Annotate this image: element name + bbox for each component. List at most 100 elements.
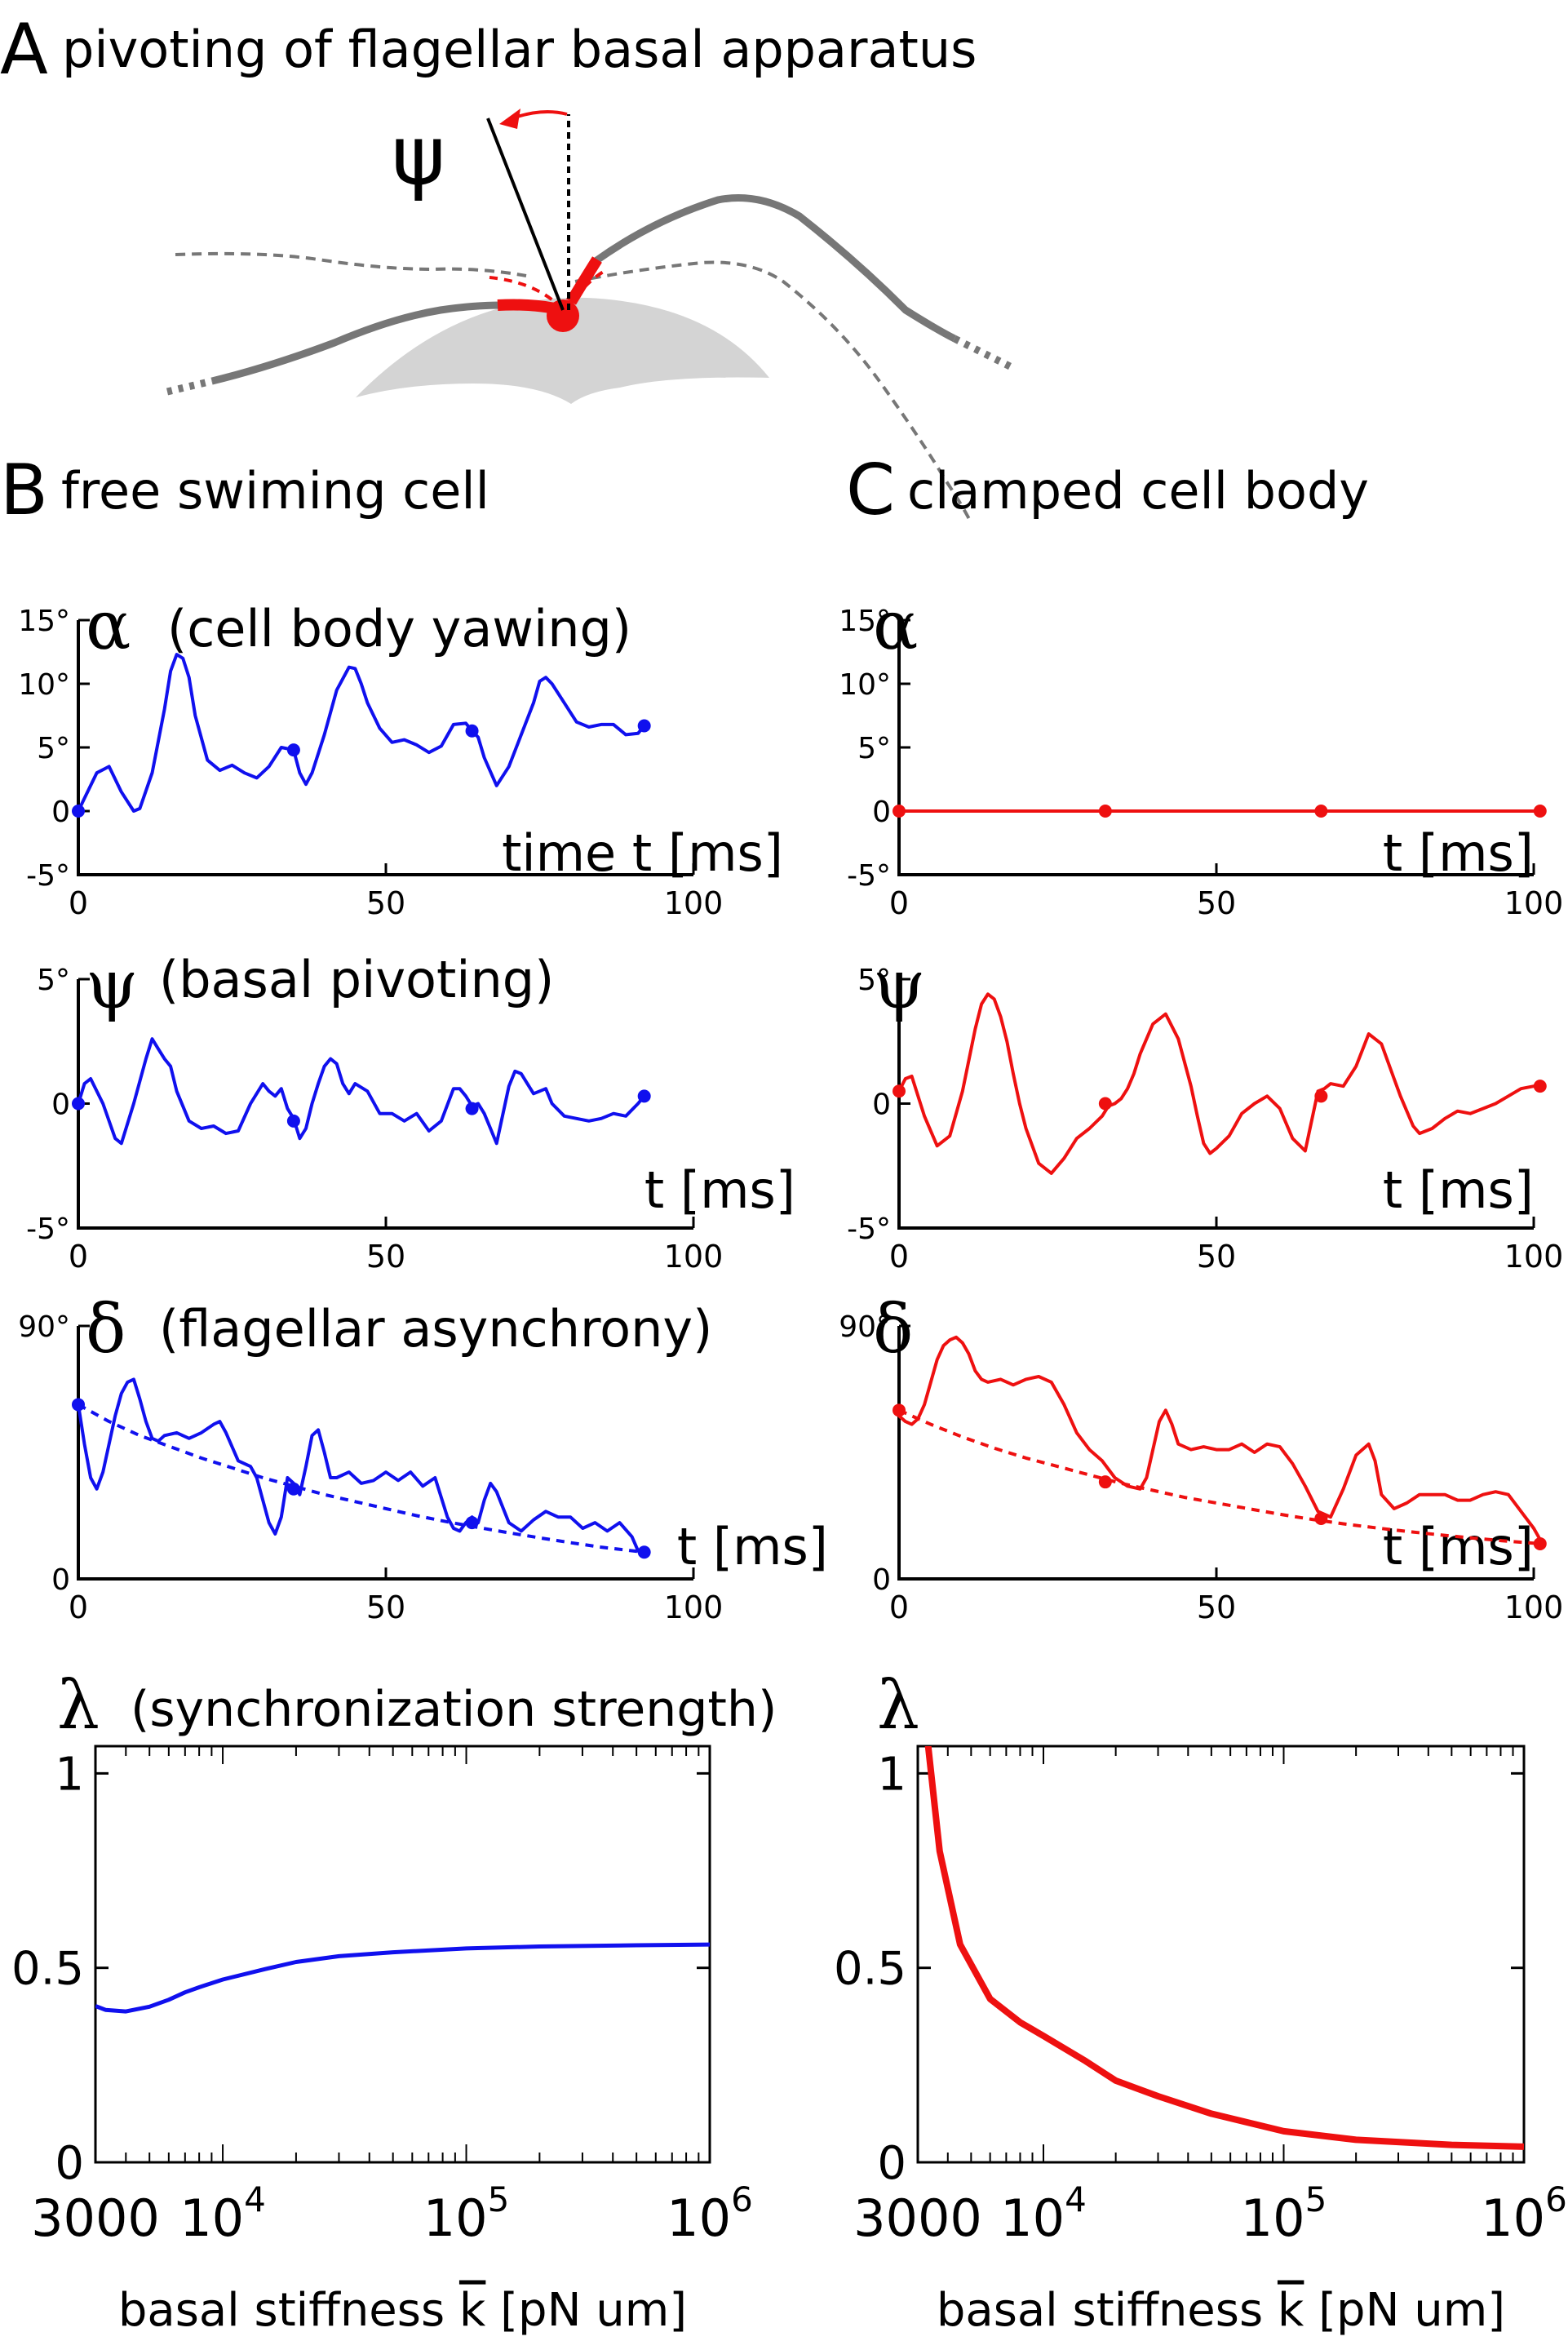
x-tick-label: 50 [366, 1239, 405, 1275]
x-tick-label: 0 [69, 885, 88, 921]
chart-symbol: λ [57, 1667, 100, 1745]
y-tick-label: 1 [55, 1748, 84, 1801]
x-axis-label-space [485, 2284, 500, 2337]
left-basal-red [497, 299, 556, 314]
y-tick-label: -5° [847, 1213, 891, 1246]
data-marker [1533, 1536, 1547, 1550]
x-axis-label: t [ms] [1383, 823, 1534, 883]
chart-symbol: δ [873, 1291, 913, 1368]
y-tick-label: 15° [18, 605, 70, 638]
y-tick-label: 5° [857, 964, 891, 997]
series-line-psi [77, 1037, 646, 1146]
series-line-lambda [95, 1942, 710, 2014]
data-marker [465, 724, 479, 738]
x-axis-label-symbol: k [1278, 2284, 1304, 2337]
y-tick-label: 0 [55, 2137, 84, 2190]
data-marker [72, 1097, 85, 1111]
data-marker [1098, 1097, 1112, 1111]
y-tick-label: -5° [26, 859, 70, 893]
x-tick-label: 0 [889, 1589, 909, 1625]
chart-alpha-free: 0 50 100-5°05°10°15° α (cell body yawing)tim… [18, 587, 783, 921]
y-tick-label: 0.5 [11, 1943, 84, 1996]
y-tick-label: 1 [877, 1748, 906, 1801]
right-flagellum-tip [952, 335, 1014, 371]
x-tick-label-base: 10 [667, 2188, 731, 2248]
x-axis-label-space [1304, 2284, 1318, 2337]
x-tick-label: 105 [423, 2179, 510, 2248]
y-tick-label: 10° [18, 668, 70, 702]
x-tick-label: 50 [1197, 1589, 1236, 1625]
series-line-psi [897, 992, 1540, 1175]
x-tick-label-exponent: 6 [731, 2179, 753, 2219]
panel-a-title: pivoting of flagellar basal apparatus [62, 20, 977, 79]
x-axis-label: t [ms] [677, 1517, 828, 1576]
chart-title: (cell body yawing) [167, 599, 631, 658]
left-flagellum-tip [166, 377, 214, 396]
x-axis-label: t [ms] [644, 1160, 795, 1220]
psi-arrow-arc [512, 110, 568, 120]
x-tick-label: 3000 [31, 2188, 160, 2248]
y-tick-label: 0 [51, 1088, 70, 1122]
x-tick-label: 3000 [853, 2188, 982, 2248]
x-tick-label-exponent: 5 [488, 2179, 510, 2219]
x-tick-label: 0 [69, 1589, 88, 1625]
y-tick-label: -5° [26, 1213, 70, 1246]
data-marker [637, 719, 651, 733]
y-tick-label: 15° [839, 605, 891, 638]
x-tick-label-exponent: 4 [1065, 2179, 1087, 2219]
y-tick-label: 0 [872, 1088, 891, 1122]
x-tick-label-base: 10 [1000, 2188, 1065, 2248]
y-tick-label: 90° [839, 1310, 891, 1344]
x-axis-label-main: basal stiffness [118, 2284, 459, 2337]
chart-psi-clamped: 0 50 100-5°05°ψt [ms] [847, 947, 1563, 1275]
x-tick-label-base: 3000 [853, 2188, 982, 2248]
data-marker [286, 1114, 300, 1128]
x-tick-label: 0 [889, 885, 909, 921]
y-tick-label: 0 [51, 1563, 70, 1597]
x-tick-label: 104 [1000, 2179, 1087, 2248]
axes [77, 979, 693, 1230]
x-tick-label: 105 [1241, 2179, 1327, 2248]
x-tick-label: 100 [1504, 885, 1564, 921]
data-marker [465, 1516, 479, 1530]
right-basal-red [565, 256, 602, 305]
x-tick-label: 100 [664, 885, 724, 921]
x-tick-label: 100 [664, 1589, 724, 1625]
x-tick-label-exponent: 4 [244, 2179, 266, 2219]
data-marker [286, 1482, 300, 1496]
data-marker [72, 1398, 85, 1412]
x-axis-label-unit: [pN um] [500, 2284, 687, 2337]
x-tick-label: 100 [1504, 1239, 1564, 1275]
data-marker [286, 743, 300, 757]
x-tick-label: 50 [366, 885, 405, 921]
data-marker [637, 1545, 651, 1559]
x-tick-label-exponent: 6 [1545, 2179, 1567, 2219]
chart-title: (basal pivoting) [159, 950, 554, 1009]
data-marker [1314, 805, 1328, 818]
y-tick-label: 90° [18, 1310, 70, 1344]
x-tick-label: 106 [1481, 2179, 1567, 2248]
x-axis-label: t [ms] [1383, 1160, 1534, 1220]
chart-alpha-clamped: 0 50 100-5°05°10°15°αt [ms] [839, 587, 1563, 921]
left-basal-red-dashed [489, 276, 556, 304]
chart-symbol: δ [86, 1291, 126, 1368]
x-axis-label: basal stiffness k [pN um] [937, 2284, 1505, 2337]
x-axis-label: t [ms] [1383, 1517, 1534, 1576]
y-tick-label: 0 [872, 796, 891, 829]
data-marker [1314, 1511, 1328, 1525]
pivot-axis-line [486, 117, 565, 311]
x-tick-label-base: 3000 [31, 2188, 160, 2248]
data-marker [893, 1403, 906, 1417]
x-tick-label: 50 [366, 1589, 405, 1625]
x-tick-label: 50 [1197, 885, 1236, 921]
data-marker [637, 1089, 651, 1103]
y-tick-label: -5° [847, 859, 891, 893]
psi-arrowhead-icon [499, 109, 520, 129]
chart-symbol: α [86, 587, 131, 665]
left-flagellum-solid [210, 301, 503, 385]
right-flagellum-solid [593, 194, 957, 343]
y-tick-label: 0 [51, 796, 70, 829]
plot-frame [916, 1745, 1526, 2164]
x-tick-label-base: 10 [423, 2188, 488, 2248]
panel-a-letter: A [0, 9, 48, 91]
